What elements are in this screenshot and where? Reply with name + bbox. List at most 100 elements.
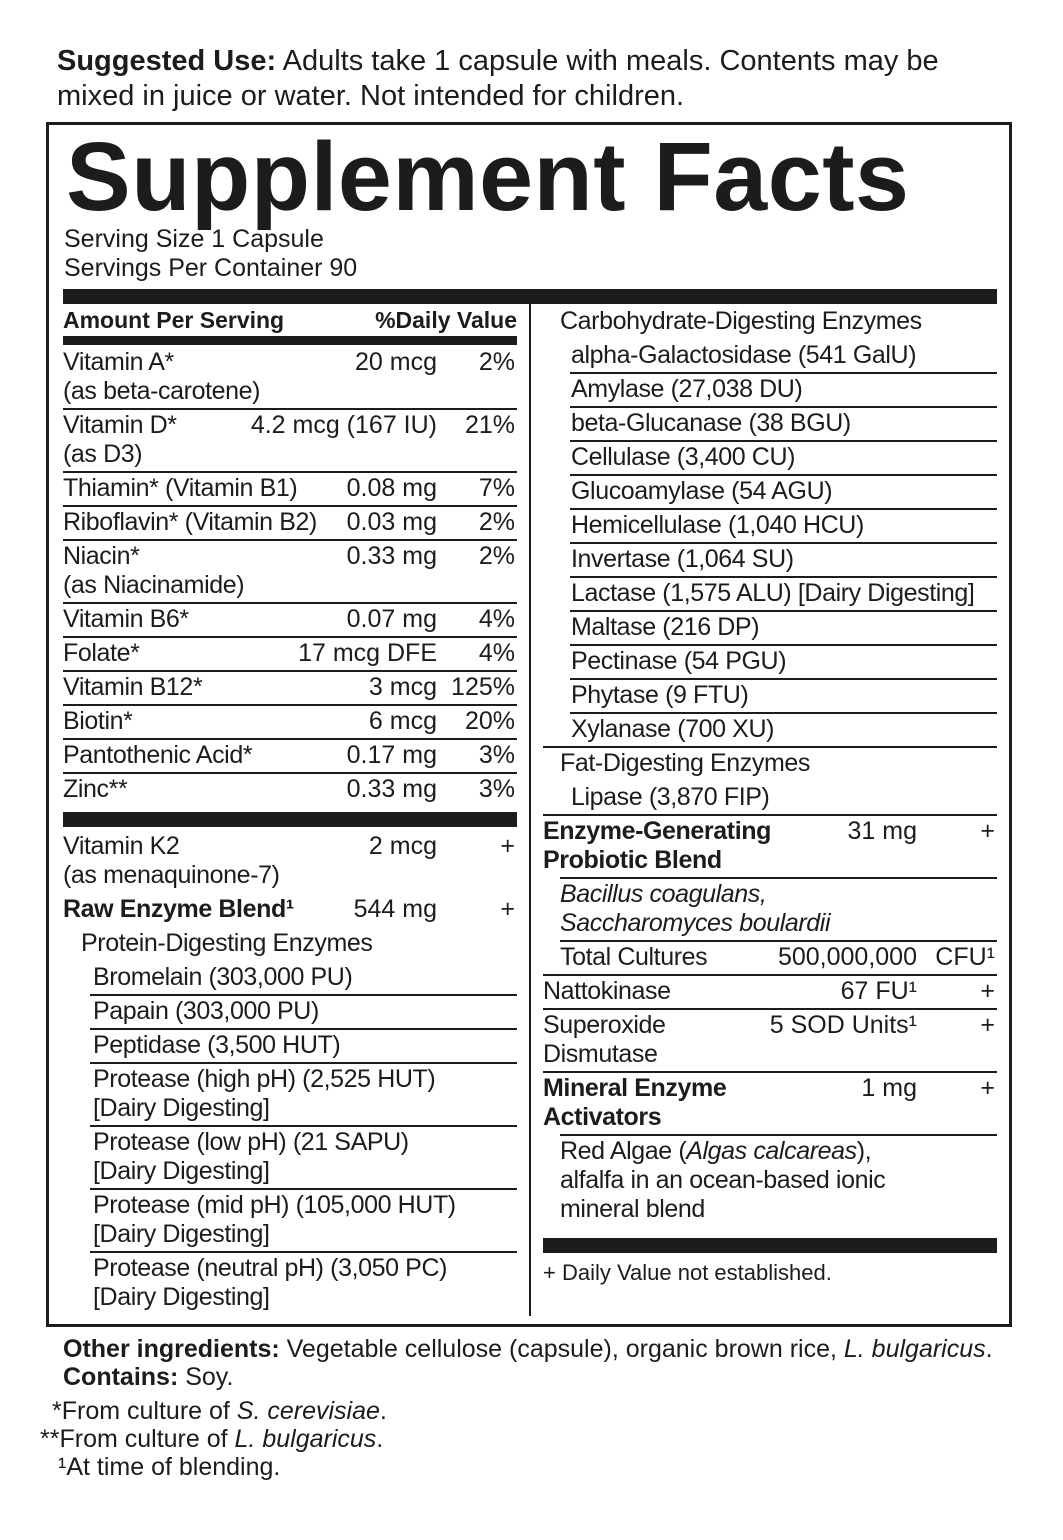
nutrient-amount: 4.2 mcg (167 IU) bbox=[250, 411, 437, 439]
nutrient-daily-value: 20% bbox=[464, 707, 515, 735]
nutrient-name-line: Vitamin B6* bbox=[63, 605, 189, 633]
footnote-end: . bbox=[376, 1425, 384, 1453]
nutrient-name: Xylanase (700 XU) bbox=[543, 715, 997, 744]
nutrient-name-line: Maltase (216 DP) bbox=[571, 613, 760, 641]
nutrient-name-line: Activators bbox=[543, 1103, 662, 1131]
nutrient-row: Vitamin D* (as D3) 4.2 mcg (167 IU) 21% bbox=[63, 410, 517, 473]
nutrient-row: Vitamin A* (as beta-carotene) 20 mcg 2% bbox=[63, 347, 517, 410]
nutrient-name-line: Red Algae (Algas calcareas), bbox=[560, 1137, 997, 1166]
footnote-mark: ** bbox=[40, 1425, 60, 1453]
nutrient-name-line: Cellulase (3,400 CU) bbox=[571, 443, 796, 471]
nutrient-name-line: Vitamin A* bbox=[63, 348, 174, 376]
nutrient-row: Folate* 17 mcg DFE 4% bbox=[63, 638, 517, 672]
nutrient-name-line: Protein-Digesting Enzymes bbox=[81, 929, 373, 957]
footnote-italic: L. bulgaricus bbox=[234, 1425, 377, 1453]
nutrient-daily-value: + bbox=[500, 832, 515, 860]
nutrient-row: Vitamin K2 (as menaquinone-7) 2 mcg + bbox=[63, 831, 517, 894]
nutrient-name-line: Mineral Enzyme bbox=[543, 1074, 727, 1102]
nutrient-daily-value: + bbox=[980, 1011, 995, 1039]
nutrient-name-line: alpha-Galactosidase (541 GalU) bbox=[571, 341, 917, 369]
footnote-text: From culture of bbox=[61, 1397, 237, 1425]
nutrient-name-line: Dismutase bbox=[543, 1040, 658, 1068]
nutrient-name-line: Protease (neutral pH) (3,050 PC) bbox=[93, 1254, 448, 1282]
nutrient-name-line: Biotin* bbox=[63, 707, 133, 735]
contains-text: Soy. bbox=[178, 1363, 234, 1391]
nutrient-row: Pantothenic Acid* 0.17 mg 3% bbox=[63, 740, 517, 774]
serving-size: Serving Size 1 Capsule bbox=[64, 225, 324, 253]
nutrient-name: Enzyme-Generating Probiotic Blend bbox=[543, 817, 842, 875]
nutrient-daily-value: 2% bbox=[478, 508, 515, 536]
nutrient-name: Maltase (216 DP) bbox=[543, 613, 997, 642]
nutrient-name-line: Pantothenic Acid* bbox=[63, 741, 253, 769]
nutrient-row: Phytase (9 FTU) bbox=[543, 680, 997, 714]
nutrient-row: Invertase (1,064 SU) bbox=[543, 544, 997, 578]
nutrient-row: Total Cultures 500,000,000 CFU¹ bbox=[543, 942, 997, 976]
suggested-use-text: Adults take 1 capsule with meals. Conten… bbox=[57, 45, 939, 112]
nutrient-name-line: Lactase (1,575 ALU) [Dairy Digesting] bbox=[571, 579, 975, 607]
nutrient-daily-value: 4% bbox=[478, 639, 515, 667]
blend-rows: Vitamin K2 (as menaquinone-7) 2 mcg + Raw En… bbox=[63, 831, 517, 1316]
nutrient-name-line: Xylanase (700 XU) bbox=[571, 715, 775, 743]
nutrient-name-line: Vitamin B12* bbox=[63, 673, 203, 701]
nutrient-name-line: Riboflavin* (Vitamin B2) bbox=[63, 508, 317, 536]
nutrient-name-line: Lipase (3,870 FIP) bbox=[571, 783, 770, 811]
nutrient-name-line: beta-Glucanase (38 BGU) bbox=[571, 409, 851, 437]
nutrient-daily-value: 3% bbox=[478, 775, 515, 803]
nutrient-name: Raw Enzyme Blend¹ bbox=[63, 895, 348, 924]
nutrient-name-line: Vitamin D* bbox=[63, 411, 177, 439]
nutrient-row: Superoxide Dismutase 5 SOD Units¹ + bbox=[543, 1010, 997, 1073]
suggested-use-label: Suggested Use: bbox=[57, 45, 277, 77]
nutrient-name-line: (as D3) bbox=[63, 440, 143, 468]
nutrient-name: Fat-Digesting Enzymes bbox=[543, 749, 997, 778]
nutrient-row: Xylanase (700 XU) bbox=[543, 714, 997, 748]
nutrient-daily-value: + bbox=[500, 895, 515, 923]
nutrient-name: Mineral Enzyme Activators bbox=[543, 1074, 855, 1132]
nutrient-amount: 5 SOD Units¹ bbox=[769, 1011, 917, 1039]
nutrient-name-line: Papain (303,000 PU) bbox=[93, 997, 319, 1025]
nutrient-name: Protease (neutral pH) (3,050 PC) [Dairy D… bbox=[63, 1254, 517, 1312]
nutrient-daily-value: 4% bbox=[478, 605, 515, 633]
contains-label: Contains: bbox=[63, 1363, 179, 1391]
nutrient-row: Fat-Digesting Enzymes bbox=[543, 748, 997, 782]
nutrient-row: Peptidase (3,500 HUT) bbox=[63, 1030, 517, 1064]
nutrient-name-line: Hemicellulase (1,040 HCU) bbox=[571, 511, 864, 539]
footnote-text: At time of blending. bbox=[66, 1453, 281, 1481]
nutrient-name: Total Cultures bbox=[543, 943, 772, 972]
nutrient-amount: 17 mcg DFE bbox=[298, 639, 437, 667]
supplement-facts-panel: Supplement Facts Serving Size 1 Capsule … bbox=[46, 122, 1012, 1327]
nutrient-name-line: Probiotic Blend bbox=[543, 846, 722, 874]
nutrient-amount: 1 mg bbox=[861, 1074, 917, 1102]
nutrient-name: Vitamin D* (as D3) bbox=[63, 411, 245, 469]
nutrient-row: Protease (neutral pH) (3,050 PC) [Dairy D… bbox=[63, 1253, 517, 1316]
nutrient-name: Red Algae (Algas calcareas), alfalfa in a… bbox=[543, 1137, 997, 1224]
nutrient-name: Bacillus coagulans, Saccharomyces boulard… bbox=[543, 880, 997, 938]
nutrient-daily-value: CFU¹ bbox=[935, 943, 995, 971]
nutrient-amount: 0.33 mg bbox=[346, 542, 437, 570]
nutrient-name: Protease (mid pH) (105,000 HUT) [Dairy Di… bbox=[63, 1191, 517, 1249]
nutrient-name: Invertase (1,064 SU) bbox=[543, 545, 997, 574]
nutrient-name-line: [Dairy Digesting] bbox=[93, 1220, 270, 1248]
nutrient-amount: 500,000,000 bbox=[777, 943, 917, 971]
thick-rule bbox=[63, 336, 517, 345]
footnote-end: . bbox=[379, 1397, 387, 1425]
nutrient-amount: 6 mcg bbox=[368, 707, 437, 735]
nutrient-row: Papain (303,000 PU) bbox=[63, 996, 517, 1030]
nutrient-daily-value: 21% bbox=[464, 411, 515, 439]
daily-value-header: %Daily Value bbox=[375, 307, 517, 333]
nutrient-name: Lactase (1,575 ALU) [Dairy Digesting] bbox=[543, 579, 997, 608]
nutrient-name-line: alfalfa in an ocean-based ionic bbox=[560, 1166, 886, 1194]
nutrient-amount: 20 mcg bbox=[355, 348, 437, 376]
nutrient-row: Red Algae (Algas calcareas), alfalfa in a… bbox=[543, 1136, 997, 1228]
nutrient-name-line: (as menaquinone-7) bbox=[63, 861, 280, 889]
nutrient-row: Biotin* 6 mcg 20% bbox=[63, 706, 517, 740]
nutrient-amount: 2 mcg bbox=[368, 832, 437, 860]
nutrient-name: alpha-Galactosidase (541 GalU) bbox=[543, 341, 997, 370]
nutrient-name-line: Zinc** bbox=[63, 775, 128, 803]
nutrient-daily-value: 3% bbox=[478, 741, 515, 769]
nutrient-daily-value: + bbox=[980, 977, 995, 1005]
nutrient-name-line: Amylase (27,038 DU) bbox=[571, 375, 803, 403]
nutrient-row: Bromelain (303,000 PU) bbox=[63, 962, 517, 996]
nutrient-row: Protease (mid pH) (105,000 HUT) [Dairy Di… bbox=[63, 1190, 517, 1253]
nutrient-amount: 0.07 mg bbox=[346, 605, 437, 633]
nutrient-name-line: Pectinase (54 PGU) bbox=[571, 647, 787, 675]
